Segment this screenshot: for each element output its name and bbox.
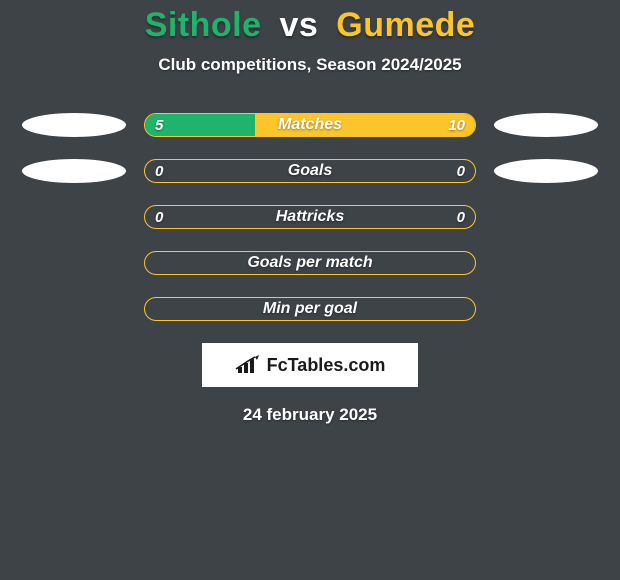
subtitle: Club competitions, Season 2024/2025: [0, 55, 620, 75]
player-left-badge: [22, 113, 126, 137]
stat-bar: Goals per match: [144, 251, 476, 275]
player-left-name: Sithole: [145, 6, 262, 44]
stat-value-right: 0: [457, 206, 465, 228]
stat-bar: 0Goals0: [144, 159, 476, 183]
stat-row: 0Hattricks0: [0, 205, 620, 229]
stat-bar: 0Hattricks0: [144, 205, 476, 229]
site-logo: FcTables.com: [235, 355, 386, 376]
stat-value-right: 0: [457, 160, 465, 182]
stat-bar: 5Matches10: [144, 113, 476, 137]
stat-rows: 5Matches100Goals00Hattricks0Goals per ma…: [0, 113, 620, 321]
infographic-root: Sithole vs Gumede Club competitions, Sea…: [0, 0, 620, 580]
player-left-badge: [22, 159, 126, 183]
stat-label: Hattricks: [145, 206, 475, 228]
logo-text: FcTables.com: [267, 355, 386, 376]
player-right-badge: [494, 159, 598, 183]
stat-row: Goals per match: [0, 251, 620, 275]
logo-box: FcTables.com: [202, 343, 418, 387]
date-stamp: 24 february 2025: [0, 405, 620, 425]
stat-label: Goals: [145, 160, 475, 182]
stat-label: Matches: [145, 114, 475, 136]
stat-row: 0Goals0: [0, 159, 620, 183]
bar-chart-icon: [235, 355, 263, 375]
stat-value-right: 10: [448, 114, 465, 136]
stat-row: Min per goal: [0, 297, 620, 321]
stat-label: Goals per match: [145, 252, 475, 274]
vs-label: vs: [279, 6, 318, 44]
player-right-name: Gumede: [336, 6, 475, 44]
stat-row: 5Matches10: [0, 113, 620, 137]
stat-label: Min per goal: [145, 298, 475, 320]
comparison-title: Sithole vs Gumede: [0, 6, 620, 45]
stat-bar: Min per goal: [144, 297, 476, 321]
player-right-badge: [494, 113, 598, 137]
